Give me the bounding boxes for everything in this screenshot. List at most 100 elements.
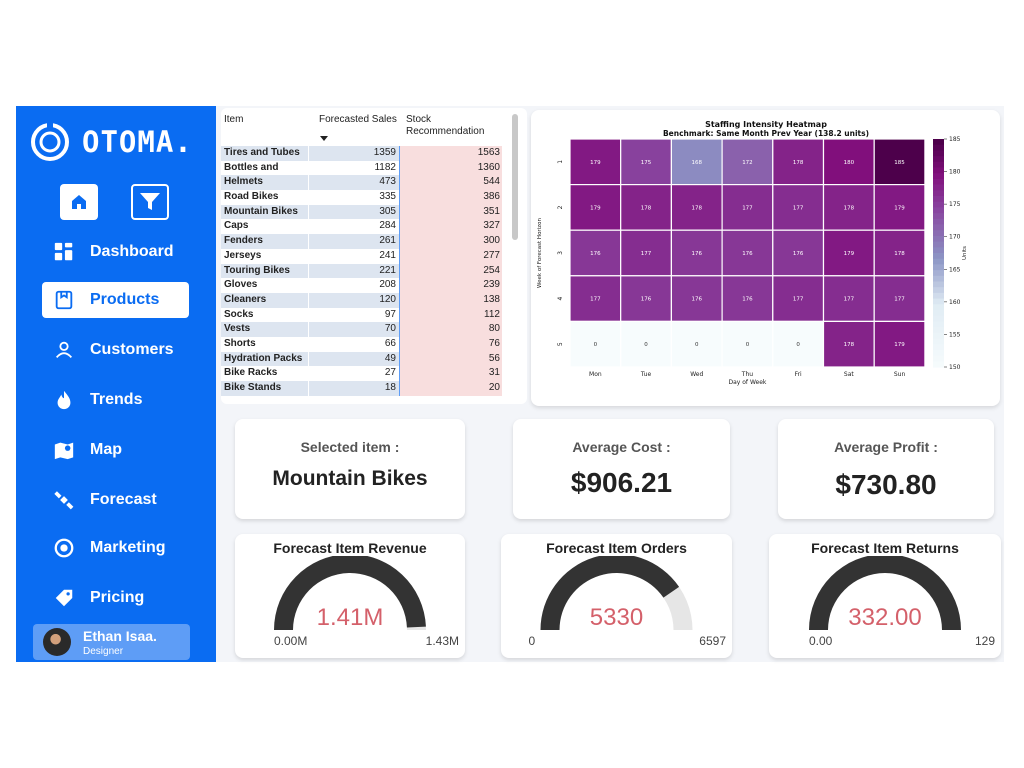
heatmap-cell <box>569 320 622 368</box>
average-cost-label: Average Cost : <box>572 439 671 455</box>
filter-button[interactable] <box>131 184 169 220</box>
colorbar-tick-label: 180 <box>949 169 961 176</box>
x-tick-label: Tue <box>640 371 652 378</box>
nav-item-customers[interactable]: Customers <box>42 332 189 368</box>
gauge-arc <box>274 556 426 630</box>
table-row[interactable]: Road Bikes 335 386 <box>221 190 511 205</box>
nav-item-marketing[interactable]: Marketing <box>42 530 189 566</box>
table-row[interactable]: Socks 97 112 <box>221 307 511 323</box>
heatmap-cell <box>873 320 926 368</box>
gauge-max-label: 1.43M <box>425 634 459 648</box>
cell-stock-recommendation: 300 <box>400 234 502 249</box>
nav-item-dashboard[interactable]: Dashboard <box>42 234 189 270</box>
colorbar-segment <box>933 349 944 357</box>
nav-item-label: Dashboard <box>90 243 174 260</box>
colorbar-segment <box>933 178 944 186</box>
cell-forecasted-sales: 49 <box>309 351 400 367</box>
orders-gauge-card: Forecast Item Orders 5330 0 6597 <box>501 534 732 658</box>
gauge-min-label: 0 <box>528 634 536 648</box>
colorbar-tick-label: 150 <box>949 364 961 371</box>
heatmap-cell-label: 168 <box>692 160 703 166</box>
heatmap-cell <box>772 275 825 323</box>
nav-item-trends[interactable]: Trends <box>42 382 189 418</box>
heatmap-cell <box>721 138 774 186</box>
colorbar-segment <box>933 167 944 174</box>
heatmap-cell <box>670 229 723 277</box>
colorbar-tick-label: 160 <box>949 299 961 306</box>
column-header-item[interactable]: Item <box>224 114 244 125</box>
user-profile[interactable]: Ethan Isaa. Designer <box>33 624 190 660</box>
colorbar-segment <box>933 292 944 300</box>
table-row[interactable]: Bike Stands 18 20 <box>221 381 511 396</box>
cell-forecasted-sales: 1359 <box>309 146 400 161</box>
table-row[interactable]: Gloves 208 239 <box>221 278 511 293</box>
colorbar-segment <box>933 361 944 368</box>
returns-gauge-card: Forecast Item Returns 332.00 0.00 129 <box>769 534 1001 658</box>
cell-forecasted-sales: 1182 <box>309 160 400 176</box>
gauge-value: 5330 <box>589 604 644 631</box>
table-row[interactable]: Hydration Packs 49 56 <box>221 351 511 367</box>
heatmap-cell <box>772 183 825 231</box>
gauge-fill <box>809 556 961 630</box>
cell-forecasted-sales: 335 <box>309 190 400 205</box>
cell-forecasted-sales: 70 <box>309 322 400 337</box>
home-button[interactable] <box>60 184 98 220</box>
cell-stock-recommendation: 1563 <box>400 146 502 161</box>
heatmap-cell-label: 177 <box>844 297 855 303</box>
table-row[interactable]: Helmets 473 544 <box>221 175 511 191</box>
cell-forecasted-sales: 241 <box>309 248 400 264</box>
table-row[interactable]: Fenders 261 300 <box>221 234 511 249</box>
colorbar-tick-label: 185 <box>949 136 961 143</box>
colorbar-segment <box>933 310 944 317</box>
heatmap-cell-label: 178 <box>844 205 855 211</box>
cell-item: Vests <box>221 322 309 337</box>
table-row[interactable]: Touring Bikes 221 254 <box>221 263 511 279</box>
nav-item-map[interactable]: Map <box>42 432 189 468</box>
nav-item-pricing[interactable]: Pricing <box>42 580 189 616</box>
heatmap-cell-label: 177 <box>894 297 905 303</box>
colorbar-segment <box>933 207 944 214</box>
table-row[interactable]: Vests 70 80 <box>221 322 511 337</box>
colorbar-segment <box>933 144 944 151</box>
nav-item-forecast[interactable]: Forecast <box>42 482 189 518</box>
cell-forecasted-sales: 27 <box>309 366 400 381</box>
cell-forecasted-sales: 120 <box>309 292 400 308</box>
heatmap-cell-label: 179 <box>590 205 601 211</box>
heatmap-cell-label: 177 <box>590 297 601 303</box>
table-row[interactable]: Mountain Bikes 305 351 <box>221 204 511 220</box>
table-row[interactable]: Jerseys 241 277 <box>221 248 511 264</box>
sort-desc-icon[interactable] <box>320 136 328 142</box>
table-row[interactable]: Bike Racks 27 31 <box>221 366 511 381</box>
heatmap-cell <box>620 275 672 323</box>
dashboard-app: OTOMA. Dashboard Products Customers Trends M… <box>16 106 1004 662</box>
table-row[interactable]: Bottles and Cages11821360 <box>221 160 511 187</box>
gauge-title: Forecast Item Orders <box>546 540 687 556</box>
cell-stock-recommendation: 1360 <box>400 160 502 176</box>
cell-stock-recommendation: 20 <box>400 381 502 396</box>
average-cost-card: Average Cost : $906.21 <box>513 419 730 519</box>
sidebar: OTOMA. Dashboard Products Customers Trends M… <box>16 106 216 662</box>
heatmap-cell <box>873 183 926 231</box>
column-header-stock-recommendation[interactable]: Stock Recommendation <box>406 114 485 137</box>
table-row[interactable]: Cleaners 120 138 <box>221 292 511 308</box>
column-header-forecasted-sales[interactable]: Forecasted Sales <box>319 114 397 125</box>
heatmap-cell <box>670 320 723 368</box>
heatmap-cell-label: 178 <box>641 205 652 211</box>
cell-stock-recommendation: 138 <box>400 292 502 308</box>
table-row[interactable]: Caps 284 327 <box>221 219 511 235</box>
table-scrollbar[interactable] <box>512 114 518 240</box>
heatmap-cell-label: 179 <box>844 251 855 257</box>
cell-forecasted-sales: 221 <box>309 263 400 279</box>
colorbar-segment <box>933 264 944 271</box>
x-axis-label: Day of Week <box>729 379 767 386</box>
gauge-max-label: 6597 <box>699 634 726 648</box>
heatmap-cell-label: 179 <box>894 205 905 211</box>
table-row[interactable]: Shorts 66 76 <box>221 336 511 352</box>
nav-item-label: Customers <box>90 341 174 358</box>
cell-forecasted-sales: 97 <box>309 307 400 323</box>
heatmap-cell-label: 176 <box>742 297 753 303</box>
nav-item-products[interactable]: Products <box>42 282 189 318</box>
table-row[interactable]: Tires and Tubes 1359 1563 <box>221 146 511 161</box>
colorbar-segment <box>933 150 944 157</box>
gauge-fill <box>540 556 680 630</box>
